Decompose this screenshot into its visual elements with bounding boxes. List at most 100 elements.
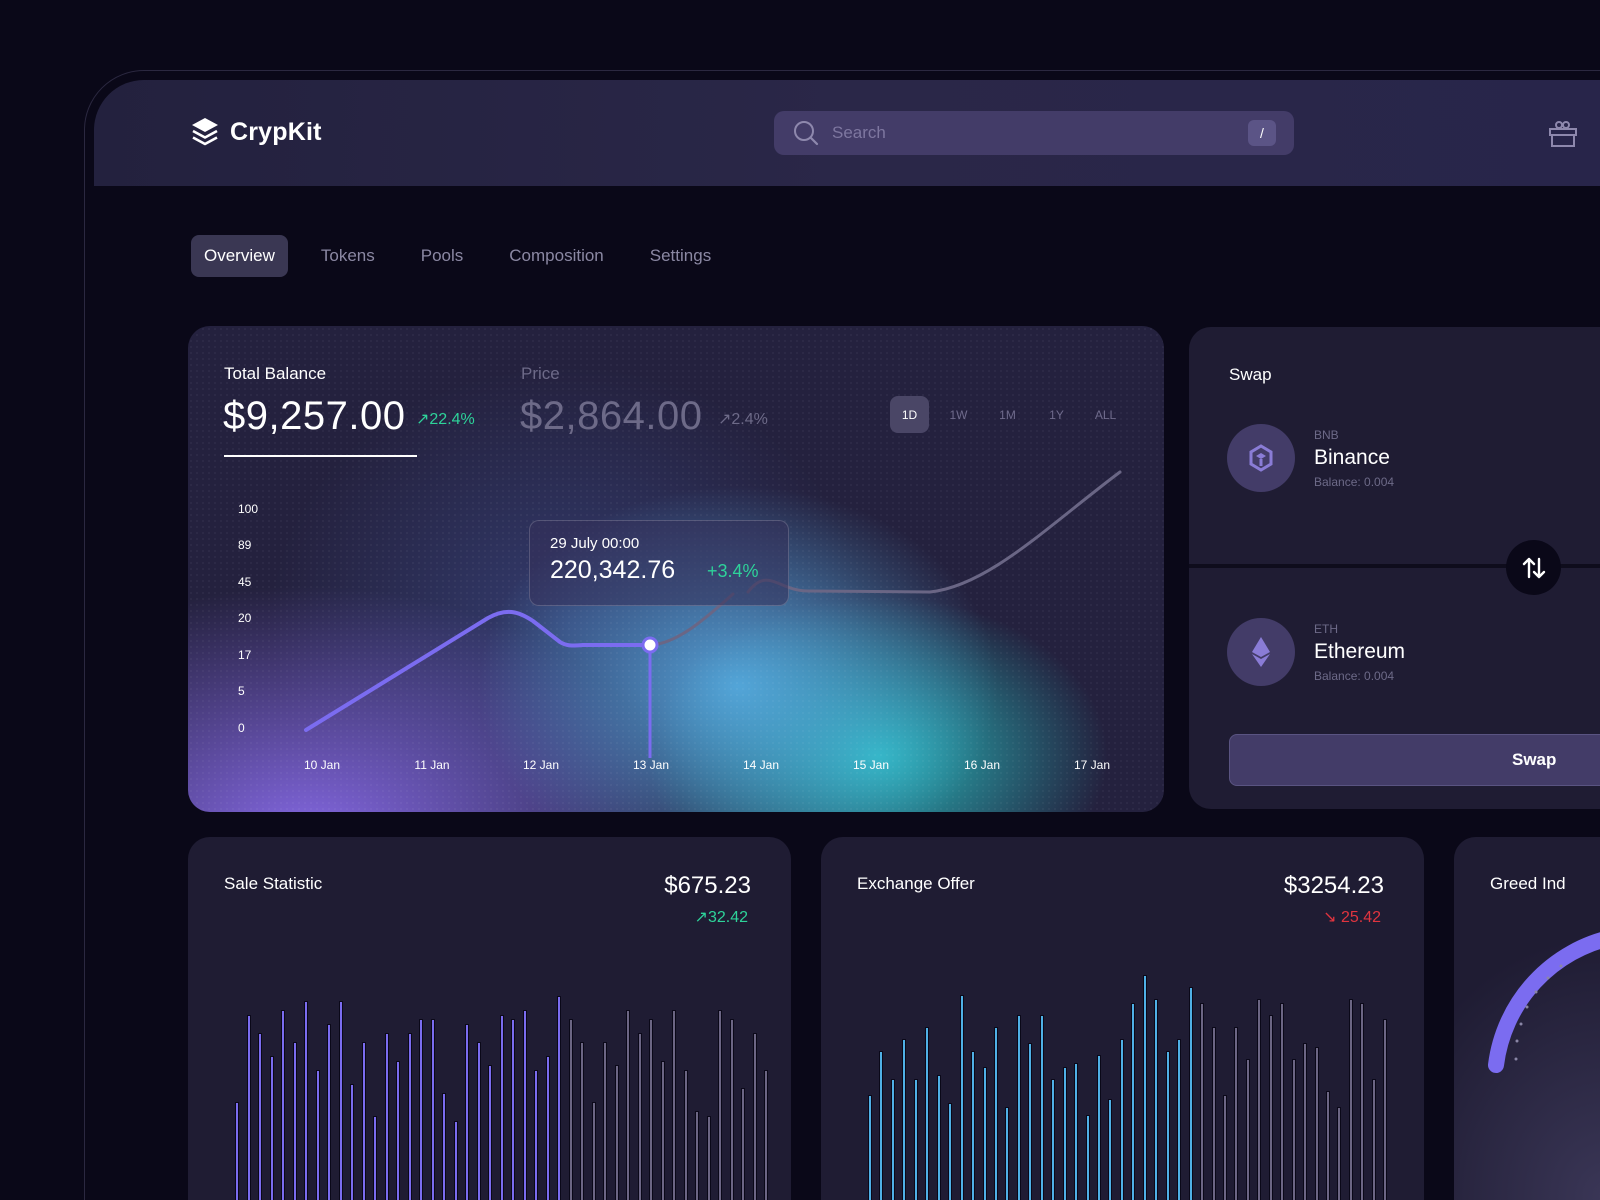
chart-bar[interactable]: [545, 1056, 550, 1200]
tab-tokens[interactable]: Tokens: [320, 246, 375, 265]
chart-bar[interactable]: [1314, 1047, 1319, 1200]
chart-bar[interactable]: [419, 1019, 423, 1200]
chart-bar[interactable]: [913, 1079, 918, 1200]
chart-bar[interactable]: [879, 1051, 884, 1200]
chart-bar[interactable]: [1234, 1027, 1239, 1200]
chart-bar[interactable]: [315, 1070, 320, 1200]
chart-bar[interactable]: [1039, 1015, 1044, 1200]
chart-bar[interactable]: [1280, 1003, 1285, 1200]
chart-bar[interactable]: [603, 1042, 607, 1200]
chart-bar[interactable]: [281, 1010, 285, 1200]
chart-bar[interactable]: [948, 1103, 953, 1200]
chart-bar[interactable]: [1188, 987, 1193, 1200]
swap-from-token[interactable]: BNB Binance Balance: 0.004: [1227, 424, 1394, 492]
chart-bar[interactable]: [706, 1116, 711, 1200]
range-1w[interactable]: 1W: [949, 407, 968, 422]
search-bar[interactable]: /: [774, 111, 1294, 155]
chart-bar[interactable]: [442, 1093, 446, 1200]
chart-bar[interactable]: [649, 1019, 653, 1200]
chart-bar[interactable]: [384, 1033, 389, 1200]
chart-bar[interactable]: [868, 1095, 872, 1200]
chart-bar[interactable]: [1142, 975, 1147, 1200]
chart-bar[interactable]: [660, 1060, 665, 1200]
chart-bar[interactable]: [1222, 1095, 1227, 1200]
chart-bar[interactable]: [1360, 1003, 1365, 1200]
chart-bar[interactable]: [993, 1027, 998, 1200]
swap-direction-button[interactable]: [1506, 540, 1561, 595]
chart-bar[interactable]: [1211, 1027, 1216, 1200]
range-1m[interactable]: 1M: [999, 407, 1016, 422]
chart-bar[interactable]: [1200, 1003, 1205, 1200]
chart-bar[interactable]: [258, 1033, 262, 1200]
chart-bar[interactable]: [361, 1042, 366, 1200]
chart-bar[interactable]: [729, 1019, 734, 1200]
chart-bar[interactable]: [614, 1065, 619, 1200]
chart-bar[interactable]: [626, 1010, 630, 1200]
chart-bar[interactable]: [1245, 1059, 1250, 1200]
chart-bar[interactable]: [476, 1042, 481, 1200]
chart-bar[interactable]: [430, 1019, 435, 1200]
chart-bar[interactable]: [534, 1070, 538, 1200]
chart-bar[interactable]: [925, 1027, 930, 1200]
chart-bar[interactable]: [1268, 1015, 1273, 1200]
chart-bar[interactable]: [741, 1088, 745, 1200]
chart-bar[interactable]: [1028, 1043, 1033, 1200]
chart-bar[interactable]: [453, 1120, 458, 1200]
chart-bar[interactable]: [637, 1033, 642, 1200]
chart-bar[interactable]: [1097, 1055, 1101, 1200]
chart-bar[interactable]: [522, 1010, 527, 1200]
swap-button[interactable]: Swap: [1229, 734, 1600, 786]
chart-bar[interactable]: [1062, 1067, 1067, 1200]
price-label[interactable]: Price: [521, 364, 560, 383]
sale-bar-chart[interactable]: [188, 837, 791, 1200]
chart-bar[interactable]: [373, 1116, 377, 1200]
chart-bar[interactable]: [246, 1014, 251, 1200]
chart-bar[interactable]: [959, 995, 964, 1200]
chart-bar[interactable]: [557, 996, 561, 1200]
chart-bar[interactable]: [982, 1067, 987, 1200]
tab-settings[interactable]: Settings: [649, 246, 712, 265]
chart-bar[interactable]: [683, 1070, 688, 1200]
range-all[interactable]: ALL: [1094, 407, 1117, 422]
chart-bar[interactable]: [1257, 999, 1262, 1200]
chart-bar[interactable]: [1337, 1107, 1342, 1200]
chart-bar[interactable]: [752, 1033, 757, 1200]
app-logo[interactable]: CrypKit: [190, 116, 322, 148]
range-1d[interactable]: 1D: [890, 396, 929, 433]
tab-composition[interactable]: Composition: [509, 246, 604, 265]
chart-bar[interactable]: [1074, 1063, 1079, 1200]
chart-bar[interactable]: [1177, 1039, 1182, 1200]
chart-bar[interactable]: [695, 1111, 699, 1200]
chart-bar[interactable]: [718, 1010, 722, 1200]
chart-bar[interactable]: [488, 1065, 492, 1200]
tab-overview[interactable]: Overview: [191, 235, 288, 277]
exchange-bar-chart[interactable]: [821, 837, 1424, 1200]
chart-bar[interactable]: [1005, 1107, 1010, 1200]
chart-bar[interactable]: [764, 1070, 768, 1200]
chart-bar[interactable]: [396, 1060, 400, 1200]
price-value[interactable]: $2,864.00: [520, 394, 703, 438]
chart-bar[interactable]: [269, 1056, 274, 1200]
gift-button[interactable]: [1548, 120, 1578, 155]
chart-bar[interactable]: [1326, 1091, 1330, 1200]
chart-bar[interactable]: [580, 1042, 584, 1200]
chart-bar[interactable]: [1303, 1043, 1308, 1200]
chart-bar[interactable]: [1119, 1039, 1124, 1200]
chart-bar[interactable]: [499, 1014, 504, 1200]
chart-bar[interactable]: [407, 1033, 412, 1200]
chart-bar[interactable]: [971, 1051, 976, 1200]
chart-bar[interactable]: [1131, 1003, 1136, 1200]
chart-bar[interactable]: [350, 1083, 354, 1200]
chart-bar[interactable]: [1085, 1115, 1090, 1200]
chart-bar[interactable]: [327, 1024, 331, 1200]
chart-bar[interactable]: [902, 1039, 907, 1200]
chart-bar[interactable]: [1371, 1079, 1376, 1200]
chart-bar[interactable]: [1051, 1079, 1056, 1200]
chart-bar[interactable]: [1154, 999, 1159, 1200]
chart-bar[interactable]: [1016, 1015, 1021, 1200]
chart-bar[interactable]: [1291, 1059, 1296, 1200]
chart-bar[interactable]: [568, 1019, 573, 1200]
chart-bar[interactable]: [292, 1042, 297, 1200]
chart-bar[interactable]: [338, 1001, 343, 1200]
chart-bar[interactable]: [465, 1024, 469, 1200]
